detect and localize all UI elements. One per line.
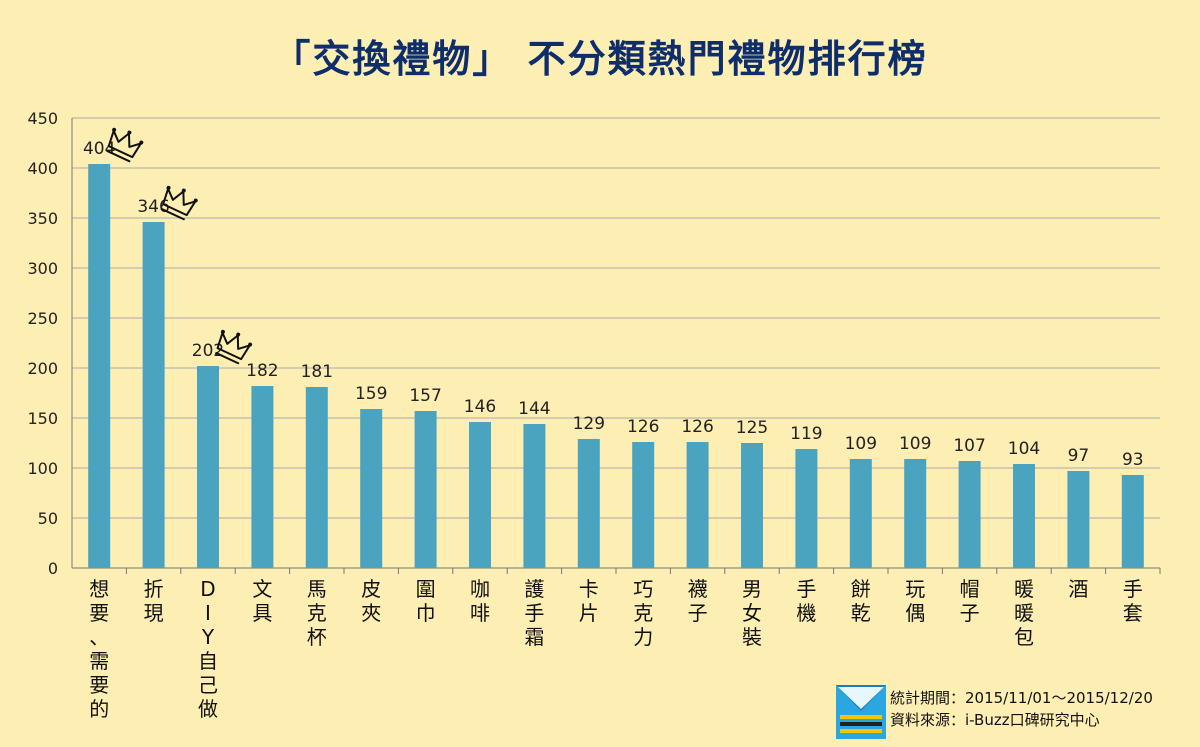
data-label: 119	[790, 424, 822, 444]
category-label: 折現	[144, 577, 164, 625]
category-label: 馬克杯	[307, 577, 327, 649]
i-buzz-logo-icon	[836, 685, 886, 739]
y-tick-label: 200	[27, 359, 58, 378]
data-label: 109	[899, 434, 931, 454]
data-label: 107	[953, 436, 985, 456]
data-source: 資料來源：i-Buzz口碑研究中心	[890, 711, 1100, 729]
category-label: 咖啡	[470, 577, 490, 625]
y-tick-label: 250	[27, 309, 58, 328]
category-label: 襪子	[688, 577, 708, 625]
bar	[414, 411, 437, 568]
bar	[360, 409, 383, 568]
bar	[686, 442, 709, 568]
crown-icon	[160, 185, 198, 221]
data-label: 93	[1122, 450, 1144, 470]
bar	[632, 442, 655, 568]
category-label: 卡片	[579, 577, 599, 625]
category-label: 暖暖包	[1014, 577, 1034, 649]
category-label: D I Y 自己做	[198, 577, 218, 721]
bar	[577, 439, 600, 568]
crown-icon	[106, 127, 144, 163]
data-label: 125	[736, 418, 768, 438]
data-label: 346	[137, 197, 169, 217]
category-label: 玩偶	[905, 577, 925, 625]
y-tick-label: 300	[27, 259, 58, 278]
data-label: 181	[301, 362, 333, 382]
data-label: 126	[627, 417, 659, 437]
footer: 統計期間：2015/11/01～2015/12/20 資料來源：i-Buzz口碑…	[836, 685, 1196, 743]
bar	[142, 222, 165, 568]
bar	[904, 459, 927, 568]
bar	[251, 386, 274, 568]
crown-icon	[215, 329, 253, 365]
bar	[741, 443, 763, 568]
data-label: 104	[1008, 439, 1040, 459]
category-label: 圍巾	[416, 577, 436, 625]
bar	[1121, 475, 1144, 568]
category-label: 帽子	[960, 577, 980, 625]
category-label: 酒	[1068, 577, 1088, 601]
y-tick-label: 100	[27, 459, 58, 478]
chart-title: 「交換禮物」 不分類熱門禮物排行榜	[272, 37, 928, 81]
category-label: 男女裝	[742, 577, 762, 649]
data-label: 144	[518, 399, 550, 419]
bar	[958, 461, 981, 568]
category-label: 文具	[252, 577, 272, 625]
bar	[795, 449, 818, 568]
bar	[469, 422, 491, 568]
category-label: 皮夾	[361, 577, 381, 625]
data-label: 202	[192, 341, 224, 361]
y-tick-label: 150	[27, 409, 58, 428]
data-label: 129	[573, 414, 605, 434]
data-label: 126	[681, 417, 713, 437]
statistics-period: 統計期間：2015/11/01～2015/12/20	[890, 689, 1153, 707]
data-label: 97	[1068, 446, 1090, 466]
category-label: 手套	[1123, 577, 1143, 625]
bar	[849, 459, 872, 568]
bar	[197, 366, 219, 568]
category-label: 想要、需要的	[89, 577, 109, 721]
data-label: 159	[355, 384, 387, 404]
data-label: 157	[409, 386, 441, 406]
bar	[88, 164, 111, 568]
category-label: 護手霜	[524, 577, 544, 649]
category-label: 餅乾	[851, 577, 871, 625]
y-tick-label: 450	[27, 109, 58, 128]
category-label: 手機	[796, 577, 816, 625]
data-label: 404	[83, 139, 115, 159]
y-tick-label: 350	[27, 209, 58, 228]
data-label: 146	[464, 397, 496, 417]
bar	[1013, 464, 1035, 568]
y-tick-label: 0	[48, 559, 58, 578]
bar	[523, 424, 546, 568]
y-tick-label: 50	[38, 509, 58, 528]
category-label: 巧克力	[633, 577, 653, 649]
data-label: 182	[246, 361, 278, 381]
bar	[305, 387, 328, 568]
y-tick-label: 400	[27, 159, 58, 178]
data-label: 109	[845, 434, 877, 454]
bar	[1067, 471, 1090, 568]
